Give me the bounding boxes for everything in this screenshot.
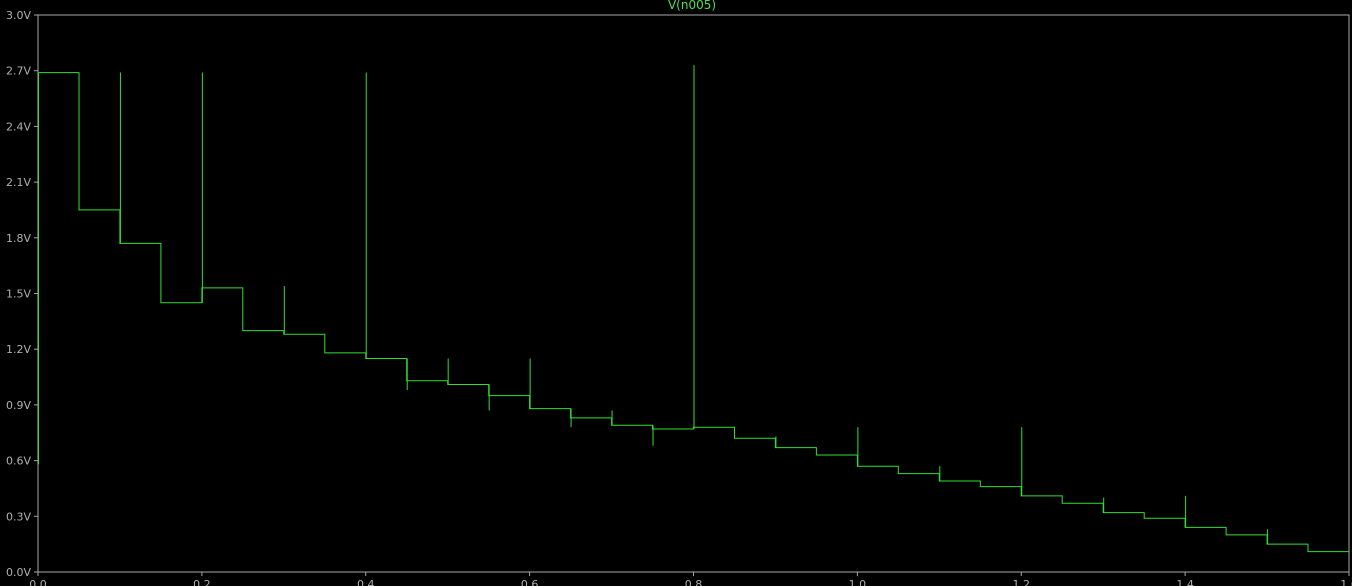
x-tick-label: 1.2 (1013, 578, 1031, 586)
trace-legend-label[interactable]: V(n005) (668, 0, 716, 12)
x-tick-label: 0.0 (29, 578, 47, 586)
y-tick-label: 0.3V (6, 510, 31, 523)
y-tick-label: 0.9V (6, 399, 31, 412)
y-tick-label: 0.6V (6, 455, 31, 468)
y-tick-label: 1.8V (6, 232, 31, 245)
y-tick-label: 1.2V (6, 343, 31, 356)
y-tick-label: 3.0V (6, 9, 31, 22)
y-axis: 0.0V 0.3V 0.6V 0.9V 1.2V 1.5V 1.8V 2.1V 2.4V 2.7V… (6, 9, 38, 579)
trace-group (38, 65, 1349, 553)
x-tick-label: 1.4 (1176, 578, 1194, 586)
y-tick-label: 1.5V (6, 288, 31, 301)
x-tick-label: 1.6 (1340, 578, 1352, 586)
x-tick-label: 0.2 (193, 578, 211, 586)
y-tick-label: 2.7V (6, 65, 31, 78)
y-tick-label: 0.0V (6, 566, 31, 579)
x-tick-label: 1.0 (849, 578, 867, 586)
x-tick-label: 0.8 (685, 578, 703, 586)
y-tick-label: 2.4V (6, 120, 31, 133)
x-axis: 0.0 0.2 0.4 0.6 0.8 1.0 1.2 1.4 1.6 (29, 572, 1352, 586)
x-tick-label: 0.4 (357, 578, 375, 586)
y-tick-label: 2.1V (6, 176, 31, 189)
x-tick-label: 0.6 (521, 578, 539, 586)
